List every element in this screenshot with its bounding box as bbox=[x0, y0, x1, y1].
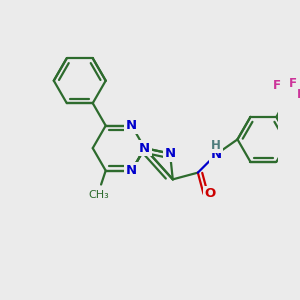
Text: N: N bbox=[211, 148, 222, 161]
Text: N: N bbox=[126, 164, 137, 177]
Text: N: N bbox=[139, 142, 150, 154]
Text: H: H bbox=[211, 139, 221, 152]
Text: F: F bbox=[296, 88, 300, 101]
Text: F: F bbox=[289, 77, 297, 90]
Text: N: N bbox=[164, 147, 175, 160]
Text: F: F bbox=[272, 79, 281, 92]
Text: CH₃: CH₃ bbox=[89, 190, 110, 200]
Text: N: N bbox=[126, 119, 137, 132]
Text: O: O bbox=[204, 188, 216, 200]
